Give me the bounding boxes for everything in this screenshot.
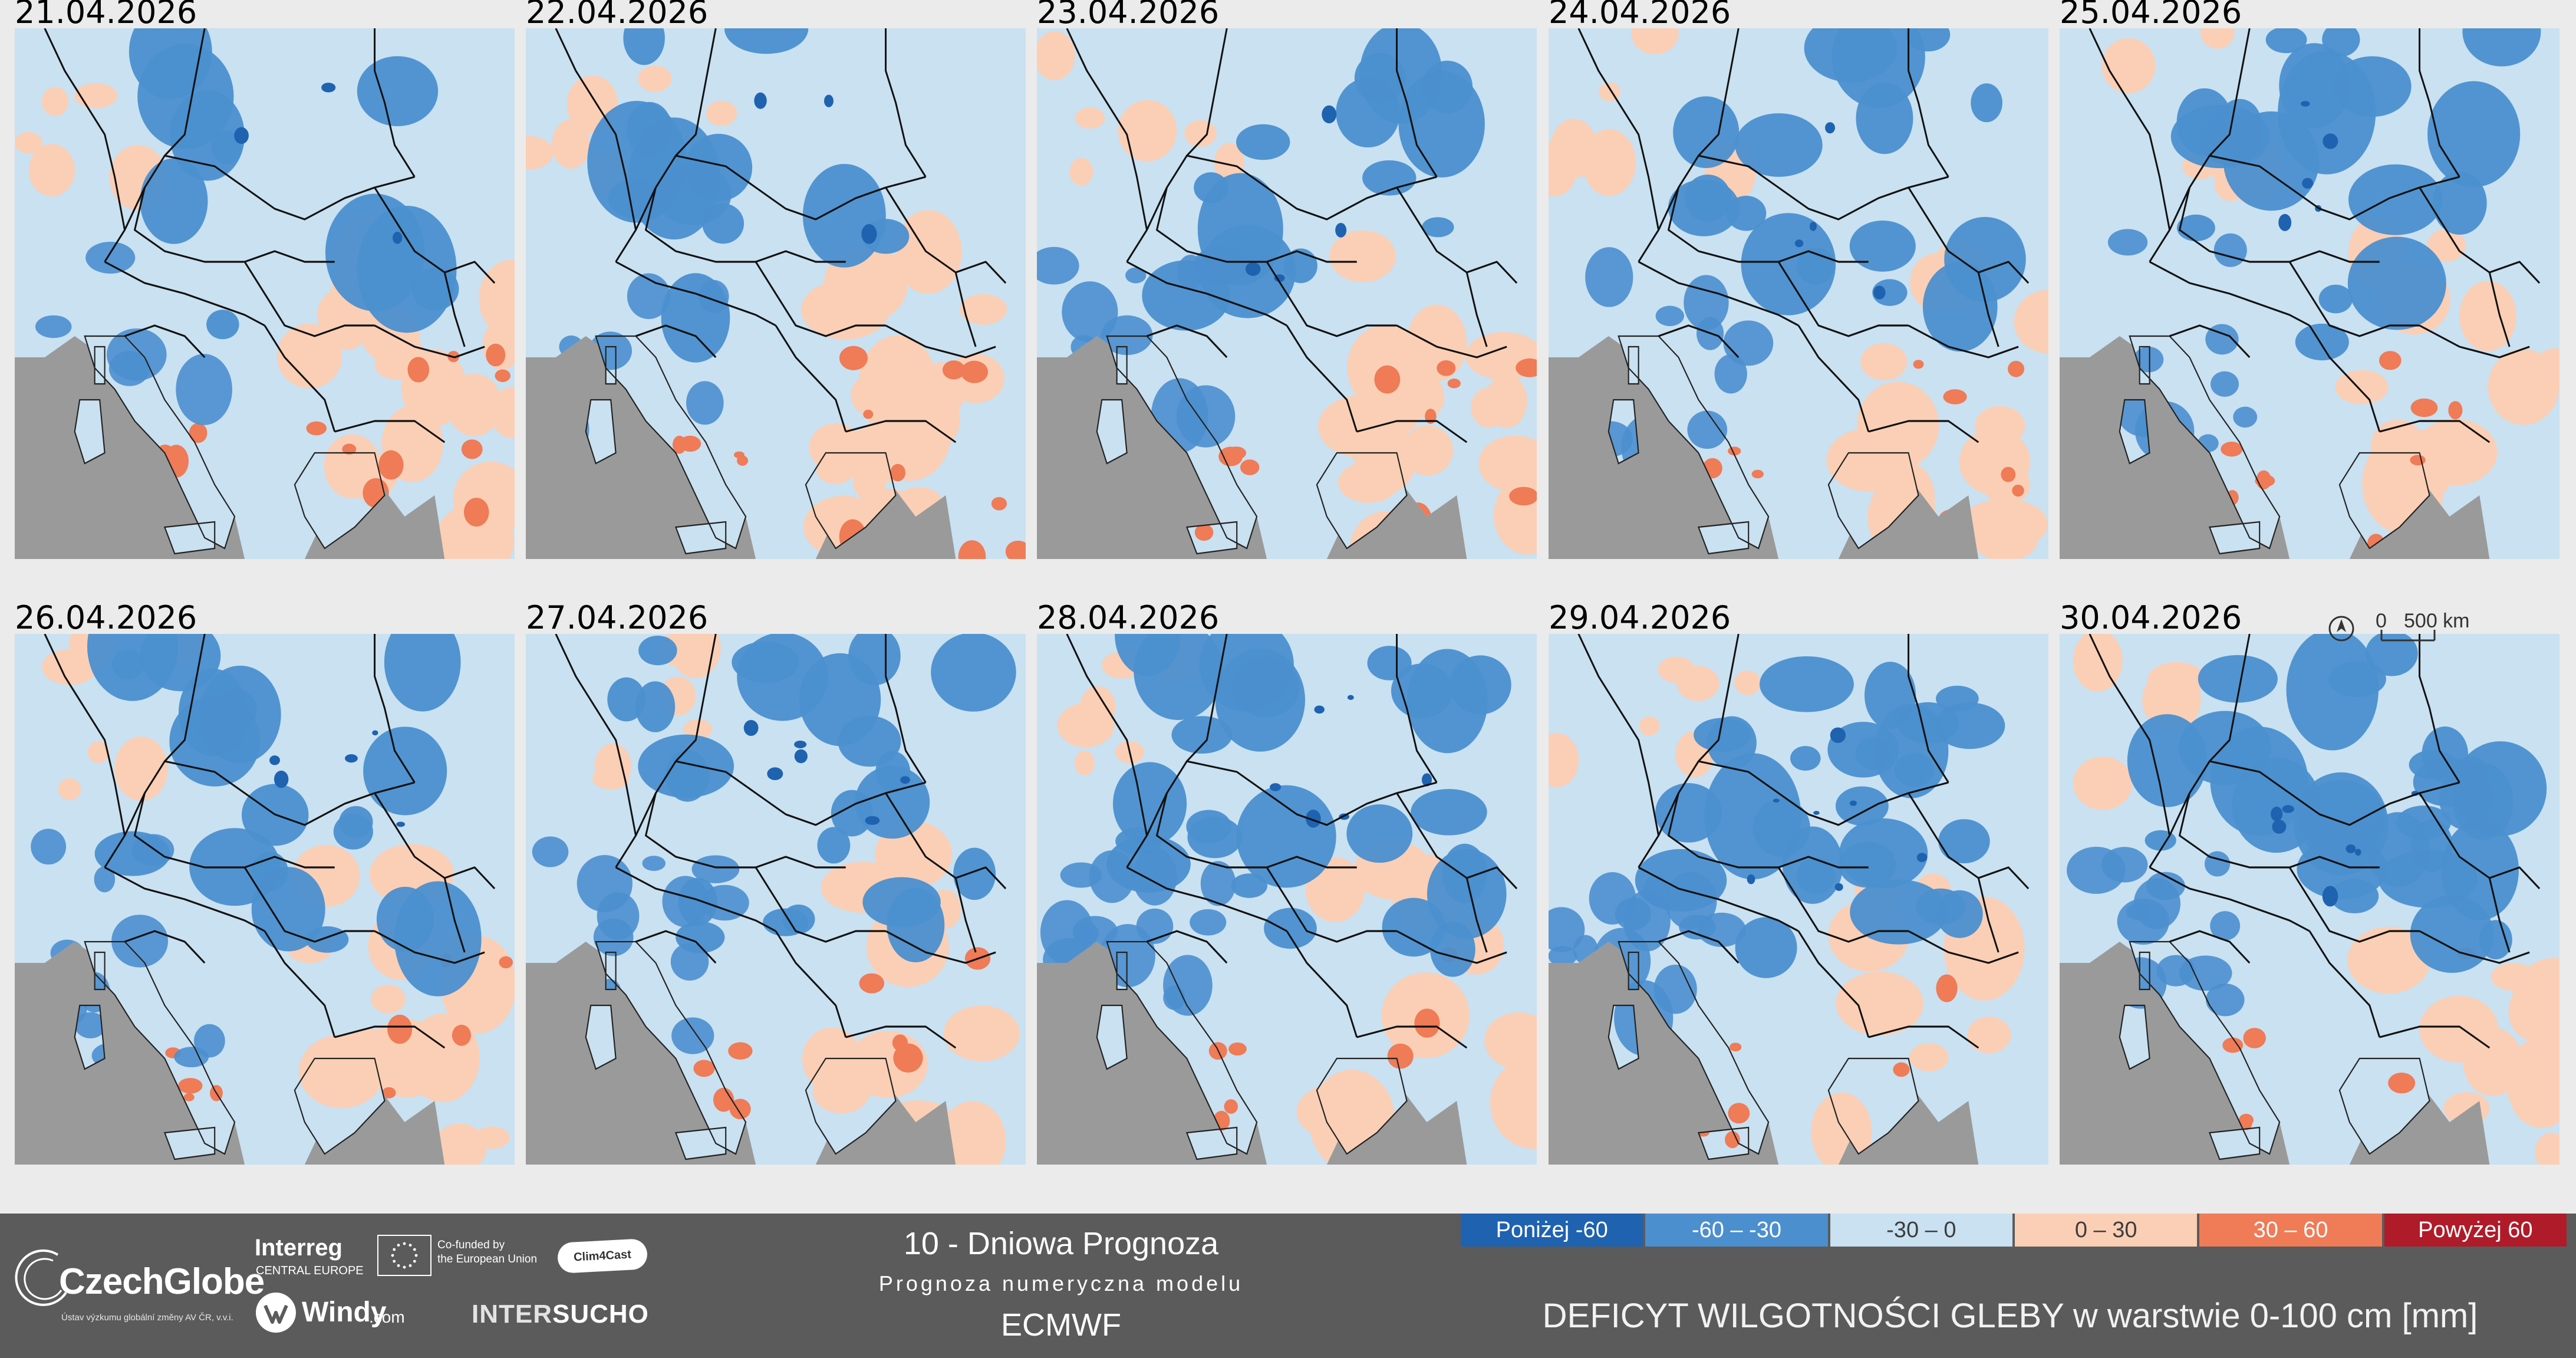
- map-panel: 25.04.2026: [2060, 0, 2559, 559]
- intersucho-part1: INTER: [472, 1300, 552, 1329]
- soil-moisture-map: [1037, 634, 1537, 1165]
- legend-item: -30 – 0: [1830, 1214, 2012, 1247]
- panel-date: 28.04.2026: [1037, 599, 1220, 636]
- north-arrow-icon: [2328, 616, 2354, 642]
- forecast-subtitle: Prognoza numeryczna modelu: [878, 1271, 1244, 1295]
- map-panel: 27.04.2026: [526, 601, 1026, 1165]
- legend-title: DEFICYT WILGOTNOŚCI GLEBY w warstwie 0-1…: [1542, 1297, 2478, 1335]
- map-panel: 24.04.2026: [1549, 0, 2048, 559]
- legend-item: Poniżej -60: [1461, 1214, 1643, 1247]
- panel-date: 21.04.2026: [15, 0, 197, 31]
- map-panel: 26.04.2026: [15, 601, 515, 1165]
- interreg-logo: Interreg: [255, 1235, 342, 1261]
- clim4cast-logo: Clim4Cast: [556, 1238, 648, 1274]
- panel-date: 22.04.2026: [526, 0, 709, 31]
- panel-date: 23.04.2026: [1037, 0, 1220, 31]
- soil-moisture-map: [2060, 28, 2559, 559]
- map-panel: 21.04.2026: [15, 0, 515, 559]
- soil-moisture-map: [1549, 28, 2048, 559]
- scale-zero: 0: [2376, 610, 2387, 632]
- panel-date: 27.04.2026: [526, 599, 709, 636]
- map-panel: 29.04.2026: [1549, 601, 2048, 1165]
- soil-moisture-map: [526, 28, 1026, 559]
- panel-date: 26.04.2026: [15, 599, 197, 636]
- scale-label: 500 km: [2404, 610, 2470, 632]
- czechglobe-logo-icon: [15, 1249, 67, 1306]
- czechglobe-logo: CzechGlobe: [59, 1261, 265, 1302]
- legend-item: -60 – -30: [1645, 1214, 1828, 1247]
- legend-item: 30 – 60: [2199, 1214, 2382, 1247]
- panel-date: 24.04.2026: [1549, 0, 1731, 31]
- intersucho-part2: SUCHO: [552, 1300, 649, 1329]
- windy-logo-icon: [256, 1293, 296, 1333]
- forecast-title: 10 - Dniowa Prognoza: [903, 1226, 1219, 1261]
- windy-logo: Windy: [302, 1297, 387, 1328]
- intersucho-logo: INTERSUCHO: [472, 1300, 649, 1329]
- soil-moisture-map: [15, 28, 515, 559]
- soil-moisture-map: [1037, 28, 1537, 559]
- soil-moisture-map: [2060, 634, 2559, 1165]
- map-panel: 23.04.2026: [1037, 0, 1537, 559]
- map-panel: 30.04.2026: [2060, 601, 2559, 1165]
- panel-date: 30.04.2026: [2060, 599, 2242, 636]
- panel-date: 25.04.2026: [2060, 0, 2242, 31]
- footer: CzechGlobe Ústav výzkumu globální změny …: [0, 1214, 2576, 1358]
- soil-moisture-map: [1549, 634, 2048, 1165]
- legend-item: 0 – 30: [2014, 1214, 2198, 1247]
- soil-moisture-map: [526, 634, 1026, 1165]
- soil-moisture-map: [15, 634, 515, 1165]
- interreg-subtitle: CENTRAL EUROPE: [256, 1264, 364, 1277]
- eu-flag-icon: [377, 1235, 431, 1276]
- windy-domain: .com: [369, 1308, 405, 1326]
- legend-item: Powyżej 60: [2384, 1214, 2567, 1247]
- eu-cofunded-text: Co-funded by the European Union: [437, 1239, 538, 1265]
- panel-date: 29.04.2026: [1549, 599, 1731, 636]
- czechglobe-subtitle: Ústav výzkumu globální změny AV ČR, v.v.…: [61, 1313, 233, 1323]
- map-panel: 28.04.2026: [1037, 601, 1537, 1165]
- map-panel: 22.04.2026: [526, 0, 1026, 559]
- scale-bar: 0 500 km: [2328, 606, 2505, 647]
- forecast-model: ECMWF: [1001, 1307, 1121, 1343]
